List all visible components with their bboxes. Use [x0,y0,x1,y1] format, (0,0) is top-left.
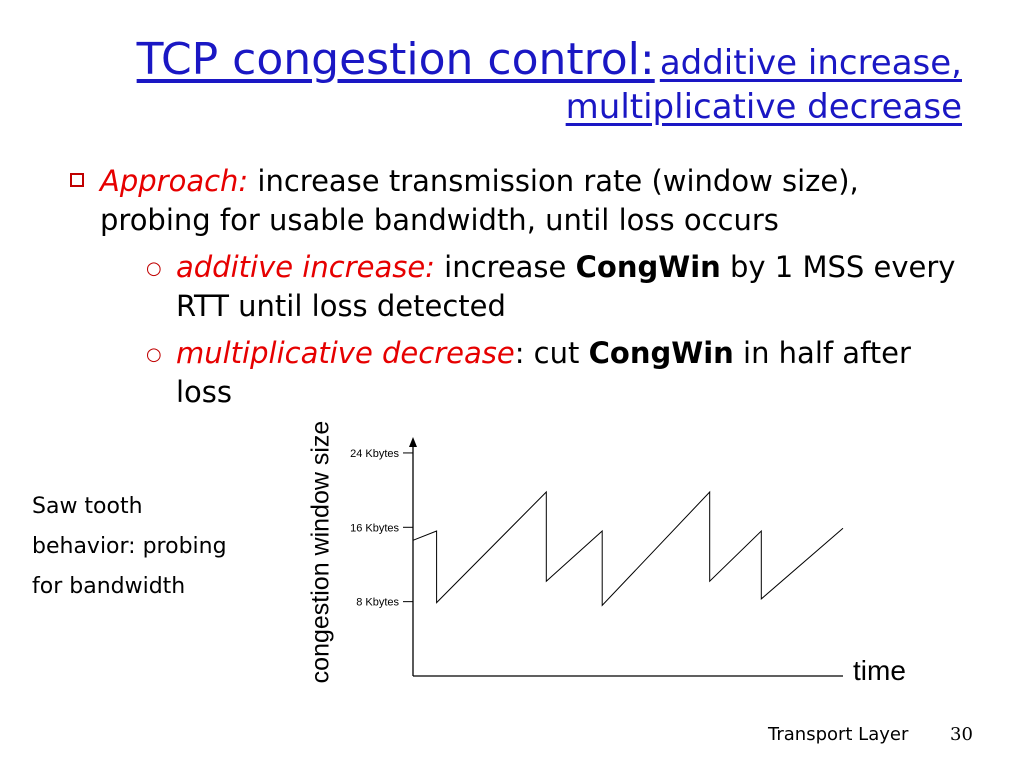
subbullet-pre: cut [524,336,589,370]
subbullet-multiplicative-decrease: ○ multiplicative decrease: cut CongWin i… [146,334,976,412]
title-sub-line2: multiplicative decrease [565,87,962,127]
y-ticks: 8 Kbytes 16 Kbytes 24 Kbytes [350,448,413,609]
subbullet-colon: : [514,336,525,370]
bullet-approach: Approach: increase transmission rate (wi… [70,162,970,240]
y-axis-arrowhead [409,437,417,447]
circle-bullet-icon: ○ [146,258,162,279]
saw-tooth-note: Saw tooth behavior: probing for bandwidt… [32,487,292,607]
title-main: TCP congestion control: [136,34,655,85]
note-line-3: for bandwidth [32,574,186,599]
x-axis-label: time [853,655,906,686]
y-tick-label: 16 Kbytes [350,522,399,534]
circle-bullet-icon: ○ [146,344,162,365]
subbullet-post: by 1 MSS every RTT until loss detected [176,250,956,323]
subbullet-additive-increase: ○ additive increase: increase CongWin by… [146,248,976,326]
y-tick-label: 8 Kbytes [356,597,399,609]
footer-label: Transport Layer [768,724,909,745]
checkbox-bullet-icon [70,173,84,187]
note-line-1: Saw tooth [32,494,143,519]
note-line-2: behavior: probing [32,534,227,559]
subbullet-post: in half after loss [176,336,911,409]
y-tick-label: 24 Kbytes [350,448,399,460]
subbullet-keyword: CongWin [575,250,721,284]
title-sub-line1: additive increase, [659,43,962,83]
bullet-lead: Approach: [100,164,249,198]
bullet-list: Approach: increase transmission rate (wi… [70,162,970,412]
subbullet-lead: multiplicative decrease [176,336,515,370]
subbullet-lead: additive increase: [176,250,435,284]
page-number: 30 [950,724,973,745]
slide-title: TCP congestion control: additive increas… [60,34,962,127]
bullet-text: increase transmission rate (window size)… [100,164,859,237]
subbullet-keyword: CongWin [588,336,734,370]
series-line [412,490,844,607]
subbullet-pre: increase [434,250,576,284]
